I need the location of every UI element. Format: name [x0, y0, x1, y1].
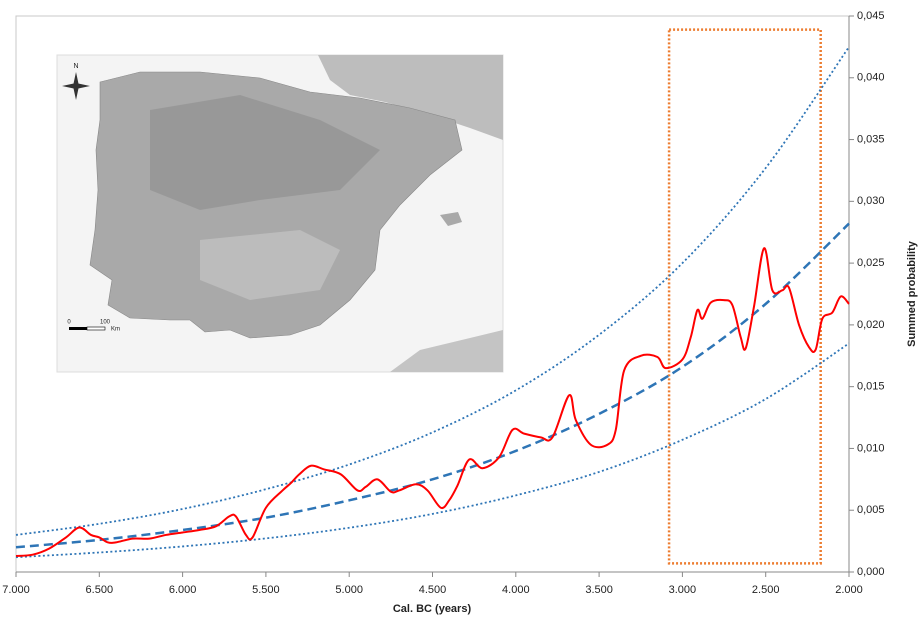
y-tick-label: 0,000	[857, 566, 885, 578]
map-scale-label: Km	[111, 327, 120, 333]
x-tick-label: 6.000	[169, 584, 197, 596]
y-tick-label: 0,045	[857, 10, 885, 22]
x-tick-label: 2.500	[752, 584, 780, 596]
y-tick-label: 0,015	[857, 381, 885, 393]
x-tick-label: 3.000	[669, 584, 697, 596]
chart: N 0 100 Km Cal. BC (years) Summed probab…	[0, 0, 923, 621]
y-tick-label: 0,035	[857, 133, 885, 145]
y-tick-label: 0,020	[857, 319, 885, 331]
y-tick-label: 0,005	[857, 504, 885, 516]
y-tick-label: 0,025	[857, 257, 885, 269]
x-tick-label: 2.000	[835, 584, 863, 596]
x-tick-label: 4.000	[502, 584, 530, 596]
y-tick-label: 0,010	[857, 442, 885, 454]
x-axis-title: Cal. BC (years)	[393, 603, 472, 615]
highlight-box	[669, 30, 821, 564]
x-tick-label: 5.000	[335, 584, 363, 596]
y-tick-label: 0,040	[857, 72, 885, 84]
x-tick-label: 6.500	[86, 584, 114, 596]
x-tick-label: 7.000	[2, 584, 30, 596]
x-tick-label: 5.500	[252, 584, 280, 596]
x-tick-label: 3.500	[585, 584, 613, 596]
map-scale-bar	[87, 327, 105, 330]
map-scale-bar	[69, 327, 87, 330]
data-line	[16, 343, 849, 557]
x-tick-label: 4.500	[419, 584, 447, 596]
y-tick-label: 0,030	[857, 195, 885, 207]
map-scale-label: 100	[100, 320, 111, 326]
map-north: N	[73, 63, 78, 70]
map-inset: N 0 100 Km	[57, 55, 503, 372]
y-axis-title: Summed probability	[906, 240, 918, 347]
